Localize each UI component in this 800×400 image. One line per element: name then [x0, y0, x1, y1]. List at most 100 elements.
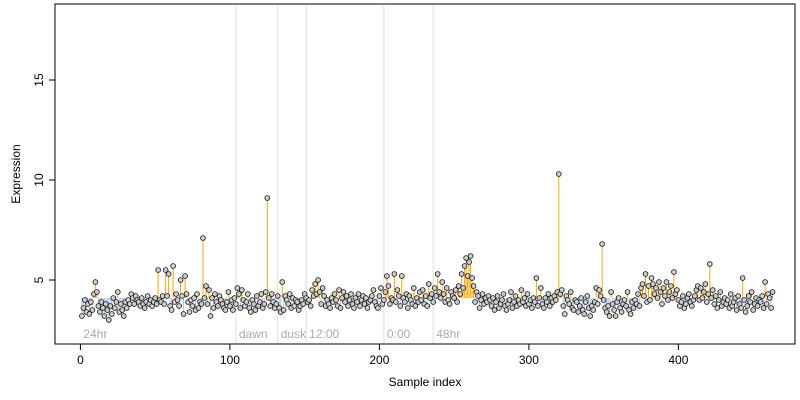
data-point: [733, 307, 740, 313]
y-axis-label: Expression: [9, 144, 23, 203]
data-point: [452, 287, 459, 293]
y-tick-label: 10: [32, 173, 46, 187]
data-point: [561, 311, 568, 317]
phase-label: 0:00: [387, 327, 411, 341]
data-point: [155, 267, 161, 273]
data-point: [370, 287, 377, 293]
data-point: [343, 293, 350, 299]
data-point: [715, 297, 722, 303]
data-point: [336, 287, 342, 293]
data-point: [174, 297, 181, 303]
data-point: [191, 295, 197, 301]
data-point: [717, 289, 724, 295]
data-point: [159, 293, 166, 299]
data-point: [233, 301, 239, 307]
data-point: [369, 293, 375, 299]
data-point: [701, 289, 707, 295]
data-point: [300, 301, 306, 307]
data-point: [705, 291, 712, 297]
data-point: [663, 279, 670, 285]
data-point: [239, 287, 245, 293]
data-point: [533, 275, 540, 281]
data-point: [89, 307, 96, 313]
data-point: [762, 279, 768, 285]
data-point: [599, 241, 605, 247]
data-point: [170, 263, 176, 269]
data-point: [385, 283, 392, 289]
data-point: [434, 271, 441, 277]
data-point: [225, 289, 232, 295]
data-point: [204, 301, 211, 307]
data-point: [524, 291, 531, 297]
data-point: [126, 301, 133, 307]
data-point: [425, 281, 432, 287]
data-point: [439, 279, 445, 285]
data-point: [399, 273, 405, 279]
data-point: [382, 289, 389, 295]
data-point: [594, 301, 601, 307]
data-point: [279, 279, 286, 285]
data-point: [437, 295, 444, 301]
data-point: [650, 281, 656, 287]
data-point: [653, 285, 659, 291]
data-point: [618, 309, 625, 315]
data-point: [702, 281, 709, 287]
data-point: [405, 305, 411, 311]
data-point: [430, 299, 437, 305]
data-point: [741, 297, 747, 303]
data-point: [162, 267, 169, 273]
data-point: [340, 289, 347, 295]
data-point: [391, 271, 398, 277]
data-point: [642, 271, 649, 277]
data-point: [436, 289, 443, 295]
data-point: [378, 285, 384, 291]
data-point: [387, 301, 393, 307]
data-point: [645, 283, 652, 289]
data-point: [215, 303, 221, 309]
data-point: [348, 291, 354, 297]
data-point: [570, 307, 577, 313]
data-point: [384, 273, 390, 279]
data-point: [86, 311, 93, 317]
data-point: [100, 305, 106, 311]
data-point: [573, 299, 580, 305]
data-point: [331, 291, 338, 297]
data-point: [252, 307, 259, 313]
data-point: [538, 285, 544, 291]
data-point: [759, 293, 765, 299]
data-point: [113, 299, 120, 305]
phase-label-start: 24hr: [83, 327, 107, 341]
data-point: [669, 295, 676, 301]
data-point: [724, 297, 731, 303]
phase-label: 48hr: [436, 327, 460, 341]
data-point: [467, 253, 474, 259]
data-point: [131, 301, 138, 307]
data-point: [600, 297, 607, 303]
data-point: [464, 273, 471, 279]
data-point: [88, 299, 94, 305]
data-point: [553, 297, 559, 303]
data-point: [460, 285, 466, 291]
x-tick-label: 400: [668, 353, 688, 367]
data-point: [394, 287, 401, 293]
data-point: [521, 295, 528, 301]
data-point: [104, 307, 111, 313]
data-point: [651, 291, 658, 297]
data-point: [603, 309, 610, 315]
data-point: [545, 291, 552, 297]
data-point: [581, 311, 588, 317]
data-point: [234, 285, 241, 291]
data-point: [98, 299, 105, 305]
data-point: [666, 289, 673, 295]
data-point: [440, 291, 447, 297]
data-point: [357, 303, 363, 309]
data-point: [165, 271, 172, 277]
data-point: [319, 285, 326, 291]
phase-label: dusk: [281, 327, 307, 341]
data-point: [381, 297, 387, 303]
data-point: [230, 307, 236, 313]
x-tick-label: 300: [519, 353, 539, 367]
y-tick-label: 5: [32, 276, 46, 283]
data-point: [109, 311, 115, 317]
data-point: [376, 293, 383, 299]
